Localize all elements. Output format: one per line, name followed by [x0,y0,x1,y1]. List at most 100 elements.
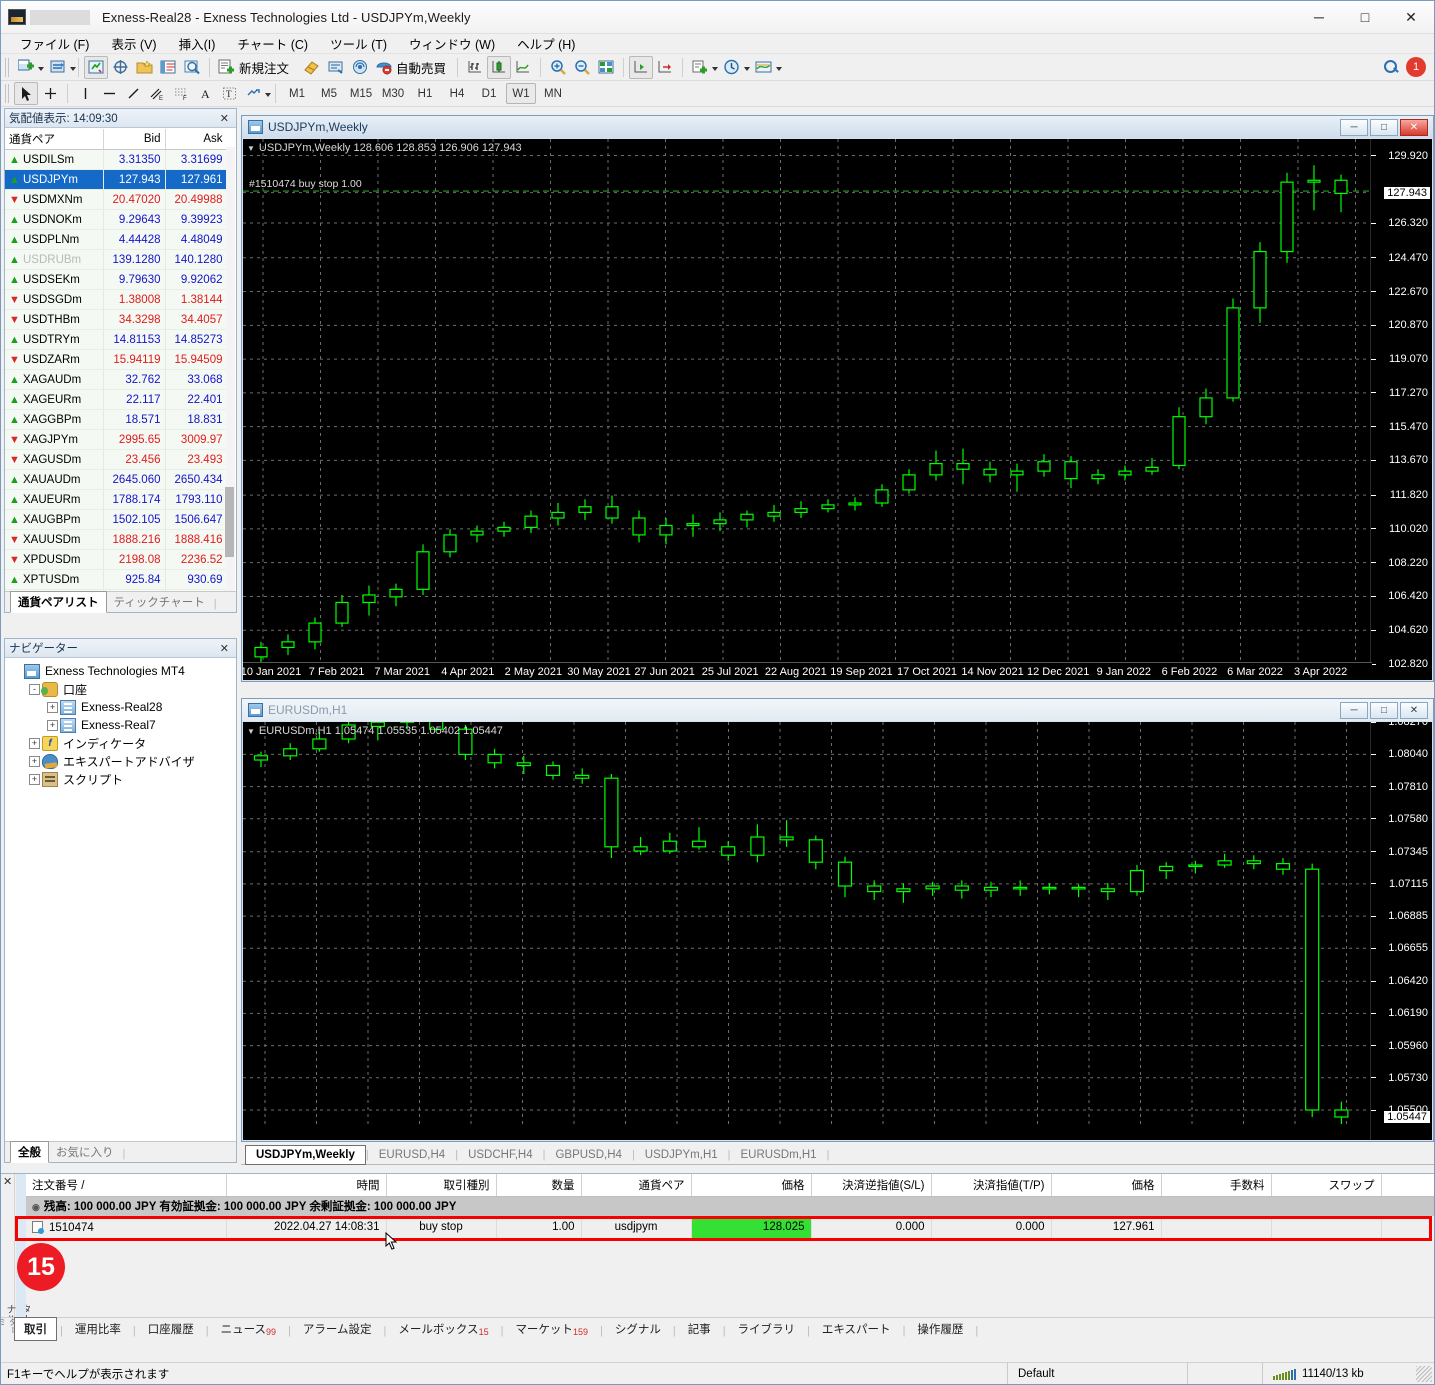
navigator-item-3[interactable]: + Exness-Real7 [7,716,234,734]
column-header-10[interactable]: スワップ [1271,1174,1382,1197]
navigator-item-1[interactable]: - 口座 [7,680,234,698]
terminal-tab-4[interactable]: アラーム設定 [302,1324,372,1336]
crosshair-icon[interactable] [38,82,62,105]
terminal-tab-1[interactable]: 運用比率 [74,1324,121,1336]
terminal-tab-9[interactable]: ライブラリ [737,1324,796,1336]
collapse-icon[interactable]: ▼ [247,727,255,736]
timeframe-m1[interactable]: M1 [289,87,305,100]
chart1-minimize-button[interactable]: ─ [1340,118,1368,136]
market-watch-row[interactable]: ▲ XAGEURm 22.117 22.401 [5,389,226,410]
timeframe-h1[interactable]: H1 [417,87,433,100]
notification-badge[interactable]: 1 [1406,57,1426,77]
column-header-4[interactable]: 通貨ペア [581,1174,692,1197]
auto-scroll-icon[interactable] [653,56,677,79]
column-header-3[interactable]: 数量 [496,1174,582,1197]
order-tp-cell[interactable]: 0.000 [931,1216,1052,1238]
resize-grip-icon[interactable] [1416,1365,1432,1382]
chart-tab-0[interactable]: USDJPYm,Weekly [245,1145,366,1165]
market-watch-row[interactable]: ▲ XPTUSDm 925.84 930.69 [5,569,226,590]
chevron-down-icon[interactable] [70,66,76,71]
column-header-0[interactable]: 注文番号 / [26,1174,227,1197]
chart-window-usdjpy[interactable]: USDJPYm,Weekly ─ □ ✕ ▼ USDJPYm,Weekly 128… [241,115,1434,682]
equidistant-channel-icon[interactable]: E [145,82,169,105]
chart-tab-3[interactable]: GBPUSD,H4 [555,1149,622,1161]
column-header-5[interactable]: 価格 [691,1174,812,1197]
column-header-2[interactable]: 取引種別 [386,1174,497,1197]
navigator-item-2[interactable]: + Exness-Real28 [7,698,234,716]
column-header-11[interactable]: 損益 [1381,1174,1434,1197]
menu-file[interactable]: ファイル (F) [20,38,90,52]
market-watch-row[interactable]: ▼ XAGJPYm 2995.65 3009.97 [5,429,226,450]
timeframe-m30[interactable]: M30 [381,87,405,100]
chart2-minimize-button[interactable]: ─ [1340,701,1368,719]
chart1-close-button[interactable]: ✕ [1400,118,1428,136]
expert-advisors-icon[interactable] [324,56,348,79]
candlestick-chart-icon[interactable] [487,55,512,79]
tree-expander[interactable]: - [29,683,40,695]
zoom-in-icon[interactable] [546,56,570,79]
navigator-item-0[interactable]: Exness Technologies MT4 [7,662,234,680]
chart-tab-4[interactable]: USDJPYm,H1 [644,1149,718,1161]
terminal-icon[interactable] [156,56,180,79]
timeframe-m15[interactable]: M15 [349,87,373,100]
tree-expander[interactable]: + [47,719,58,731]
navigator-item-4[interactable]: + f インディケータ [7,734,234,752]
order-sl-cell[interactable]: 0.000 [811,1216,932,1238]
toolbar-grip[interactable] [5,84,11,103]
zoom-out-icon[interactable] [570,56,594,79]
tab-favorites[interactable]: お気に入り [56,1147,114,1159]
tree-expander[interactable]: + [29,773,40,785]
line-chart-icon[interactable] [511,56,535,79]
chart1-price-scale[interactable]: 129.920 126.320 124.470 122.670 120.870 119.0… [1370,139,1432,680]
market-watch-row[interactable]: ▼ USDSGDm 1.38008 1.38144 [5,289,226,310]
timeframe-m5[interactable]: M5 [321,87,337,100]
vertical-line-icon[interactable] [73,82,97,105]
close-button[interactable]: ✕ [1405,8,1417,25]
autotrading-button[interactable]: 自動売買 [372,56,451,79]
market-watch-row[interactable]: ▼ZARJPYm8.0098.030 [5,589,226,591]
menu-tools[interactable]: ツール (T) [330,38,388,52]
market-watch-row[interactable]: ▲ USDJPYm 127.943 127.961 [5,169,226,190]
order-ticket-cell[interactable]: 1510474 [26,1216,227,1238]
cursor-icon[interactable] [14,82,38,105]
column-header-9[interactable]: 手数料 [1161,1174,1272,1197]
tile-windows-icon[interactable] [594,56,618,79]
menu-help[interactable]: ヘルプ (H) [517,38,576,52]
new-order-button[interactable]: 新規注文 [215,56,294,79]
chart1-maximize-button[interactable]: □ [1370,118,1398,136]
terminal-tab-11[interactable]: 操作履歴 [917,1324,964,1336]
terminal-tab-5[interactable]: メールボックス15 [398,1324,489,1337]
signals-icon[interactable] [348,56,372,79]
menu-window[interactable]: ウィンドウ (W) [409,38,496,52]
column-header-8[interactable]: 価格 [1051,1174,1162,1197]
market-watch-row[interactable]: ▼ XAGUSDm 23.456 23.493 [5,449,226,470]
market-watch-row[interactable]: ▲ XAUGBPm 1502.105 1506.647 [5,509,226,530]
chart-window-eurusd[interactable]: EURUSDm,H1 ─ □ ✕ ▼ EURUSDm,H1 1.05474 1.0… [241,698,1434,1142]
navigator-item-6[interactable]: + スクリプト [7,770,234,788]
menu-insert[interactable]: 挿入(I) [178,38,216,52]
menu-chart[interactable]: チャート (C) [237,38,309,52]
navigator-item-5[interactable]: + エキスパートアドバイザ [7,752,234,770]
market-watch-row[interactable]: ▲ USDTRYm 14.81153 14.85273 [5,329,226,350]
market-watch-row[interactable]: ▲ XAUAUDm 2645.060 2650.434 [5,469,226,490]
chevron-down-icon[interactable] [744,66,751,71]
chevron-down-icon[interactable] [265,93,271,97]
templates-icon[interactable] [752,56,783,79]
new-chart-icon[interactable] [14,56,44,79]
menu-view[interactable]: 表示 (V) [111,38,157,52]
chart2-maximize-button[interactable]: □ [1370,701,1398,719]
minimize-button[interactable]: ─ [1314,9,1324,25]
chart-profiles-icon[interactable] [46,56,76,79]
strategy-tester-icon[interactable] [180,56,204,79]
market-watch-row[interactable]: ▲ USDSEKm 9.79630 9.92062 [5,269,226,290]
market-watch-row[interactable]: ▲ XAGAUDm 32.762 33.068 [5,369,226,390]
trendline-icon[interactable] [121,82,145,105]
column-header-ask[interactable]: Ask [165,129,226,150]
chart-tab-1[interactable]: EURUSD,H4 [378,1149,446,1161]
terminal-tab-6[interactable]: マーケット159 [515,1324,588,1337]
tab-common[interactable]: 全般 [10,1141,49,1163]
chart1-time-scale[interactable]: 10 Jan 2021 7 Feb 2021 7 Mar 2021 4 Apr 202… [243,662,1372,680]
timeframe-h4[interactable]: H4 [449,87,465,100]
table-row[interactable]: 1510474 2022.04.27 14:08:31 buy stop 1.0… [26,1216,1434,1238]
column-header-1[interactable]: 時間 [226,1174,387,1197]
